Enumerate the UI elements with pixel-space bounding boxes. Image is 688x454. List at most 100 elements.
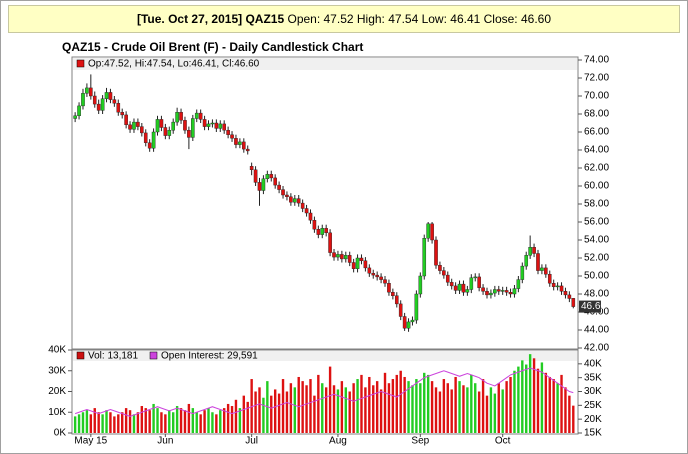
candle-body [304,208,309,214]
candle-body [563,291,568,296]
candle-body [524,255,529,267]
y-tick-label: 40K [48,345,66,356]
candle-body [434,239,438,266]
volume-bar [434,387,438,433]
volume-bar [368,376,371,433]
candle-body [473,276,478,279]
volume-bar [411,385,414,433]
y-tick-label: 54.00 [584,235,609,246]
candle-body [571,298,576,307]
volume-bar [470,374,473,433]
candle-body [120,111,125,116]
legend-text: Vol: 13,181 [88,351,138,362]
candle-body [285,194,289,197]
y-tick-label: 74.00 [584,55,609,66]
candle-body [422,237,427,277]
volume-bar [195,412,198,433]
volume-bar [497,383,500,433]
candle-body [359,257,364,261]
candle-body [544,267,548,275]
y-tick-label: 70.00 [584,91,609,102]
volume-bar [156,408,159,433]
candle-body [112,99,117,104]
volume-bar [183,410,187,433]
y-tick-label: 48.00 [584,289,609,300]
volume-bar [148,410,151,433]
volume-bar [152,403,155,433]
volume-bar [207,408,210,433]
candle-body [410,319,415,323]
candle-body [438,265,442,271]
candle-body [159,119,164,128]
x-tick-label: May 15 [74,436,107,447]
candle-body [249,165,254,170]
y-tick-label: 68.00 [584,109,609,120]
volume-legend-bg [73,351,577,361]
volume-bar [336,389,340,433]
candle-body [414,293,419,321]
candle-body [402,316,407,329]
candle-body [332,252,336,258]
volume-bar [450,389,453,433]
volume-bar [548,376,551,433]
volume-bar [258,387,261,433]
volume-bar [485,395,489,433]
candle-body [242,141,246,150]
y2-tick-label: 20K [584,414,602,425]
candle-body [512,288,517,295]
x-tick-label: Jul [245,436,258,447]
volume-bar [568,395,571,433]
volume-bar [442,379,446,433]
candle-body [96,103,101,111]
volume-bar [328,366,332,433]
volume-bar [509,376,512,433]
candle-body [136,121,140,127]
volume-bar [246,401,249,433]
candle-body [367,267,372,274]
candle-body [281,189,285,196]
volume-bar [536,368,540,433]
volume-bar [273,389,277,433]
candle-body [132,121,136,130]
candle-body [245,148,250,152]
volume-bar [285,391,289,433]
volume-bar [501,389,504,433]
y-tick-label: 30K [48,365,66,376]
candle-body [324,228,328,234]
y-tick-label: 58.00 [584,199,609,210]
volume-bar [360,374,363,433]
candle-body [469,277,474,290]
candle-body [183,120,187,131]
candle-body [445,274,450,283]
candle-body [371,273,376,276]
volume-bar [356,379,359,433]
candle-body [442,270,446,276]
volume-bar [383,372,387,433]
volume-bar [391,379,395,433]
volume-bar [532,358,536,433]
candle-body [277,184,281,190]
volume-bar [517,366,520,433]
volume-bar [187,403,191,433]
volume-bar [572,405,575,433]
volume-bar [332,385,336,433]
candle-body [485,291,489,296]
last-price-tag [579,300,601,313]
y-tick-label: 56.00 [584,217,609,228]
candle-body [375,274,379,278]
volume-bar [73,416,77,433]
candle-body [406,321,411,329]
candle-body [128,124,132,130]
volume-bar [117,414,120,433]
volume-bar [454,376,457,433]
candle-body [257,182,262,191]
y2-tick-label: 40K [584,358,602,369]
price-panel [71,56,579,350]
price-legend-bg [73,58,577,70]
candle-body [567,294,572,299]
candle-body [222,123,226,131]
volume-bar [521,360,524,433]
volume-bar [407,381,410,433]
volume-bar [277,393,281,433]
